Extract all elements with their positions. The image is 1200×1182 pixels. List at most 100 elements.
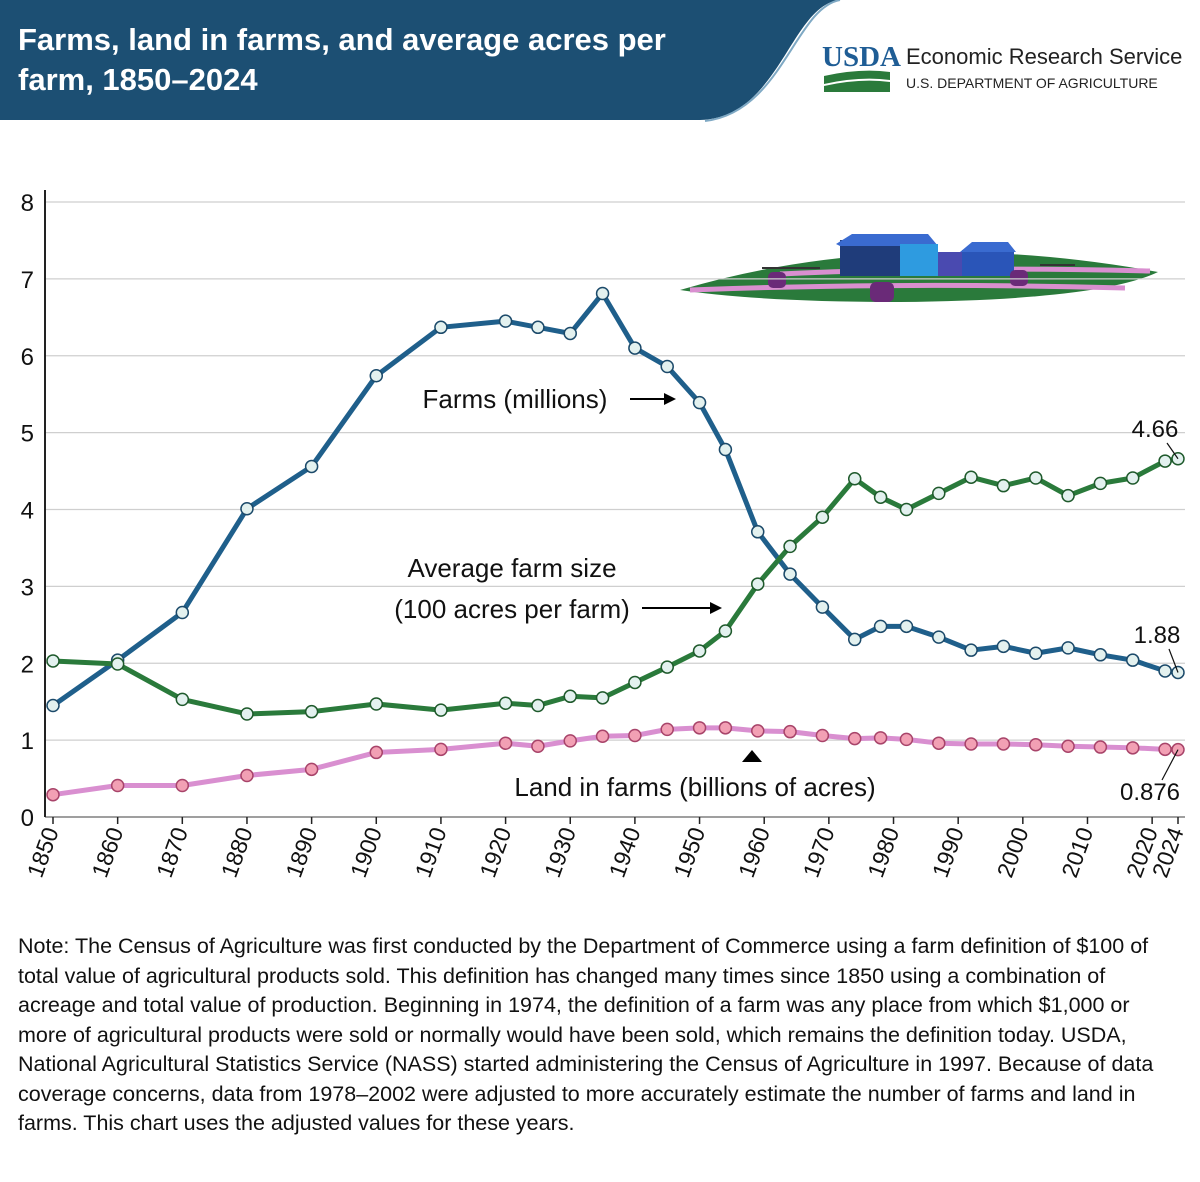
y-tick-label: 2	[21, 651, 34, 678]
data-point	[369, 745, 384, 760]
data-point	[434, 742, 448, 757]
data-point	[815, 600, 830, 614]
x-tick-label: 1900	[345, 824, 387, 881]
data-point	[369, 697, 384, 711]
data-point	[304, 459, 319, 474]
data-point	[750, 724, 765, 738]
data-point	[46, 654, 60, 668]
data-point	[932, 736, 946, 750]
y-tick-label: 5	[21, 421, 34, 448]
note: Note: The Census of Agriculture was firs…	[18, 934, 1154, 1135]
data-point	[996, 737, 1011, 751]
logo-department: U.S. DEPARTMENT OF AGRICULTURE	[906, 75, 1158, 91]
data-point	[815, 728, 830, 743]
data-point	[692, 721, 707, 735]
label-leader	[1161, 749, 1179, 781]
data-point	[996, 478, 1011, 493]
data-point	[660, 359, 674, 374]
data-point	[750, 577, 765, 591]
data-point	[175, 778, 190, 793]
x-tick-label: 1940	[604, 824, 646, 881]
value-label: 0.876	[1120, 779, 1180, 806]
data-point	[899, 502, 914, 517]
data-point	[932, 486, 946, 501]
x-tick-label: 1920	[474, 824, 516, 881]
data-point	[899, 619, 914, 634]
value-label: 4.66	[1132, 416, 1179, 443]
data-point	[531, 320, 545, 335]
x-tick-label: 2010	[1056, 824, 1098, 881]
data-point	[531, 739, 545, 754]
data-point	[1093, 648, 1108, 662]
data-point	[964, 470, 978, 484]
data-point	[996, 639, 1011, 654]
data-point	[1029, 737, 1043, 752]
data-point	[815, 510, 830, 524]
x-tick-label: 1980	[862, 824, 904, 881]
y-tick-label: 0	[21, 805, 34, 832]
x-tick-label: 1910	[410, 824, 452, 881]
data-point	[563, 326, 577, 341]
data-point	[847, 731, 862, 746]
data-point	[628, 728, 642, 743]
data-point	[498, 696, 513, 710]
value-label: 1.88	[1134, 622, 1181, 649]
data-point	[783, 567, 797, 581]
farm-illustration	[680, 234, 1158, 302]
data-point	[783, 724, 797, 739]
data-point	[595, 286, 610, 301]
data-point	[110, 778, 125, 793]
data-point	[1158, 742, 1172, 757]
x-tick-label: 1930	[539, 824, 581, 881]
data-point	[1061, 488, 1075, 503]
data-point	[240, 501, 254, 516]
data-point	[718, 442, 733, 457]
data-point	[563, 689, 577, 704]
data-point	[595, 691, 610, 705]
data-point	[595, 729, 610, 744]
data-point	[660, 722, 674, 737]
data-point	[692, 395, 707, 410]
data-point	[750, 525, 765, 539]
data-point	[964, 737, 978, 751]
data-point	[847, 472, 862, 486]
series-label: Farms (millions)	[423, 384, 608, 414]
data-point	[1029, 646, 1043, 661]
data-point	[1158, 454, 1172, 468]
logo-usda: USDA	[822, 41, 901, 73]
data-point	[240, 768, 254, 783]
data-point	[1061, 739, 1075, 754]
data-point	[369, 368, 384, 383]
data-point	[46, 698, 60, 713]
data-point	[240, 707, 254, 721]
data-point	[46, 787, 60, 802]
data-point	[783, 539, 797, 554]
series-label: Average farm size (100 acres per farm)	[394, 553, 630, 624]
data-point	[498, 736, 513, 750]
y-tick-label: 8	[21, 190, 34, 217]
x-tick-label: 2000	[992, 824, 1034, 881]
data-point	[531, 698, 545, 713]
data-point	[1061, 641, 1075, 655]
data-point	[873, 731, 888, 745]
data-point	[847, 632, 862, 647]
data-point	[1093, 740, 1108, 754]
data-point	[175, 605, 190, 620]
logo-agency: Economic Research Service	[906, 44, 1182, 69]
data-point	[434, 320, 448, 335]
y-tick-label: 4	[21, 498, 34, 525]
data-point	[1158, 664, 1172, 678]
chart-title: Farms, land in farms, and average acres …	[18, 22, 666, 97]
x-tick-label: 1890	[280, 824, 322, 881]
x-tick-label: 1860	[86, 824, 128, 881]
x-tick-label: 1850	[22, 824, 64, 881]
data-point	[1029, 471, 1043, 485]
data-point	[932, 630, 946, 644]
data-point	[692, 644, 707, 658]
data-point	[873, 490, 888, 504]
chart: 0 1 2 3 4 5 6 7 8 1850 1860 1870 1880 1890 1900 1910 192…	[21, 190, 1189, 881]
x-tick-label: 1960	[733, 824, 775, 881]
annotations	[630, 393, 762, 762]
data-point	[304, 704, 319, 719]
